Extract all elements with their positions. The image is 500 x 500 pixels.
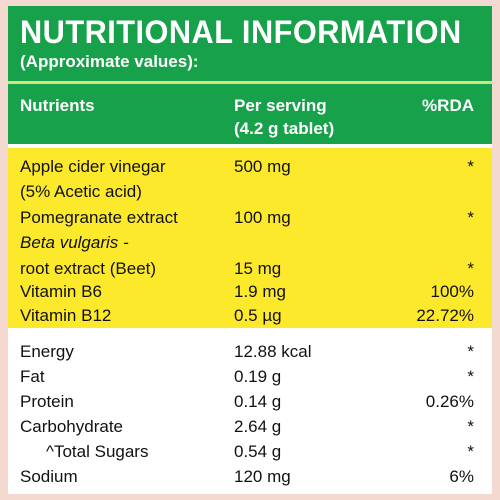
nutrient-amount: 0.54 g xyxy=(234,442,282,461)
nutrient-name: Fat xyxy=(20,367,45,386)
nutrient-amount: 15 mg xyxy=(234,259,282,278)
nutrient-amount: 2.64 g xyxy=(234,417,282,436)
header-band: NUTRITIONAL INFORMATION (Approximate val… xyxy=(8,6,492,144)
nutrient-rda: 22.72% xyxy=(416,306,474,325)
nutrition-facts-section: Energy 12.88 kcal * Fat 0.19 g * Protein… xyxy=(8,336,492,494)
nutrient-name: (5% Acetic acid) xyxy=(20,182,142,201)
nutrient-rda: * xyxy=(467,208,474,227)
nutrient-amount: 0.19 g xyxy=(234,367,282,386)
nutrient-name: Apple cider vinegar xyxy=(20,157,166,176)
nutrient-rda: * xyxy=(467,367,474,386)
nutrient-name: Vitamin B6 xyxy=(20,282,102,301)
nutrient-amount: 0.5 µg xyxy=(234,306,282,325)
nutrient-rda: * xyxy=(467,342,474,361)
nutrition-panel: NUTRITIONAL INFORMATION (Approximate val… xyxy=(8,6,492,494)
nutrient-name: Beta vulgaris - xyxy=(20,233,129,252)
divider xyxy=(8,81,492,84)
nutrient-rda: 6% xyxy=(449,467,474,486)
nutrient-name: Vitamin B12 xyxy=(20,306,112,325)
column-header-nutrients: Nutrients xyxy=(20,96,95,115)
nutrient-rda: * xyxy=(467,442,474,461)
nutrient-name: Pomegranate extract xyxy=(20,208,178,227)
column-header-rda: %RDA xyxy=(422,96,474,115)
nutrient-rda: * xyxy=(467,417,474,436)
panel-title: NUTRITIONAL INFORMATION xyxy=(20,14,462,50)
nutrient-amount: 500 mg xyxy=(234,157,291,176)
column-header-per-serving-line1: Per serving xyxy=(234,96,327,115)
column-header-per-serving-line2: (4.2 g tablet) xyxy=(234,119,335,138)
nutrient-rda: * xyxy=(467,259,474,278)
column-header-per-serving: Per serving (4.2 g tablet) xyxy=(234,94,334,140)
nutrient-name: Carbohydrate xyxy=(20,417,124,436)
nutrient-rda: * xyxy=(467,157,474,176)
nutrient-name: Sodium xyxy=(20,467,78,486)
nutrient-rda: 0.26% xyxy=(425,392,474,411)
nutrient-amount: 0.14 g xyxy=(234,392,282,411)
nutrient-amount: 12.88 kcal xyxy=(234,342,312,361)
nutrient-name: ^Total Sugars xyxy=(46,442,149,461)
nutrient-amount: 100 mg xyxy=(234,208,291,227)
nutrient-rda: 100% xyxy=(430,282,474,301)
nutrient-name: Protein xyxy=(20,392,74,411)
nutrient-name: Energy xyxy=(20,342,74,361)
nutrient-amount: 1.9 mg xyxy=(234,282,286,301)
panel-subtitle: (Approximate values): xyxy=(20,52,199,71)
active-ingredients-section: Apple cider vinegar 500 mg * (5% Acetic … xyxy=(8,148,492,328)
nutrient-amount: 120 mg xyxy=(234,467,291,486)
nutrient-name: root extract (Beet) xyxy=(20,259,157,278)
